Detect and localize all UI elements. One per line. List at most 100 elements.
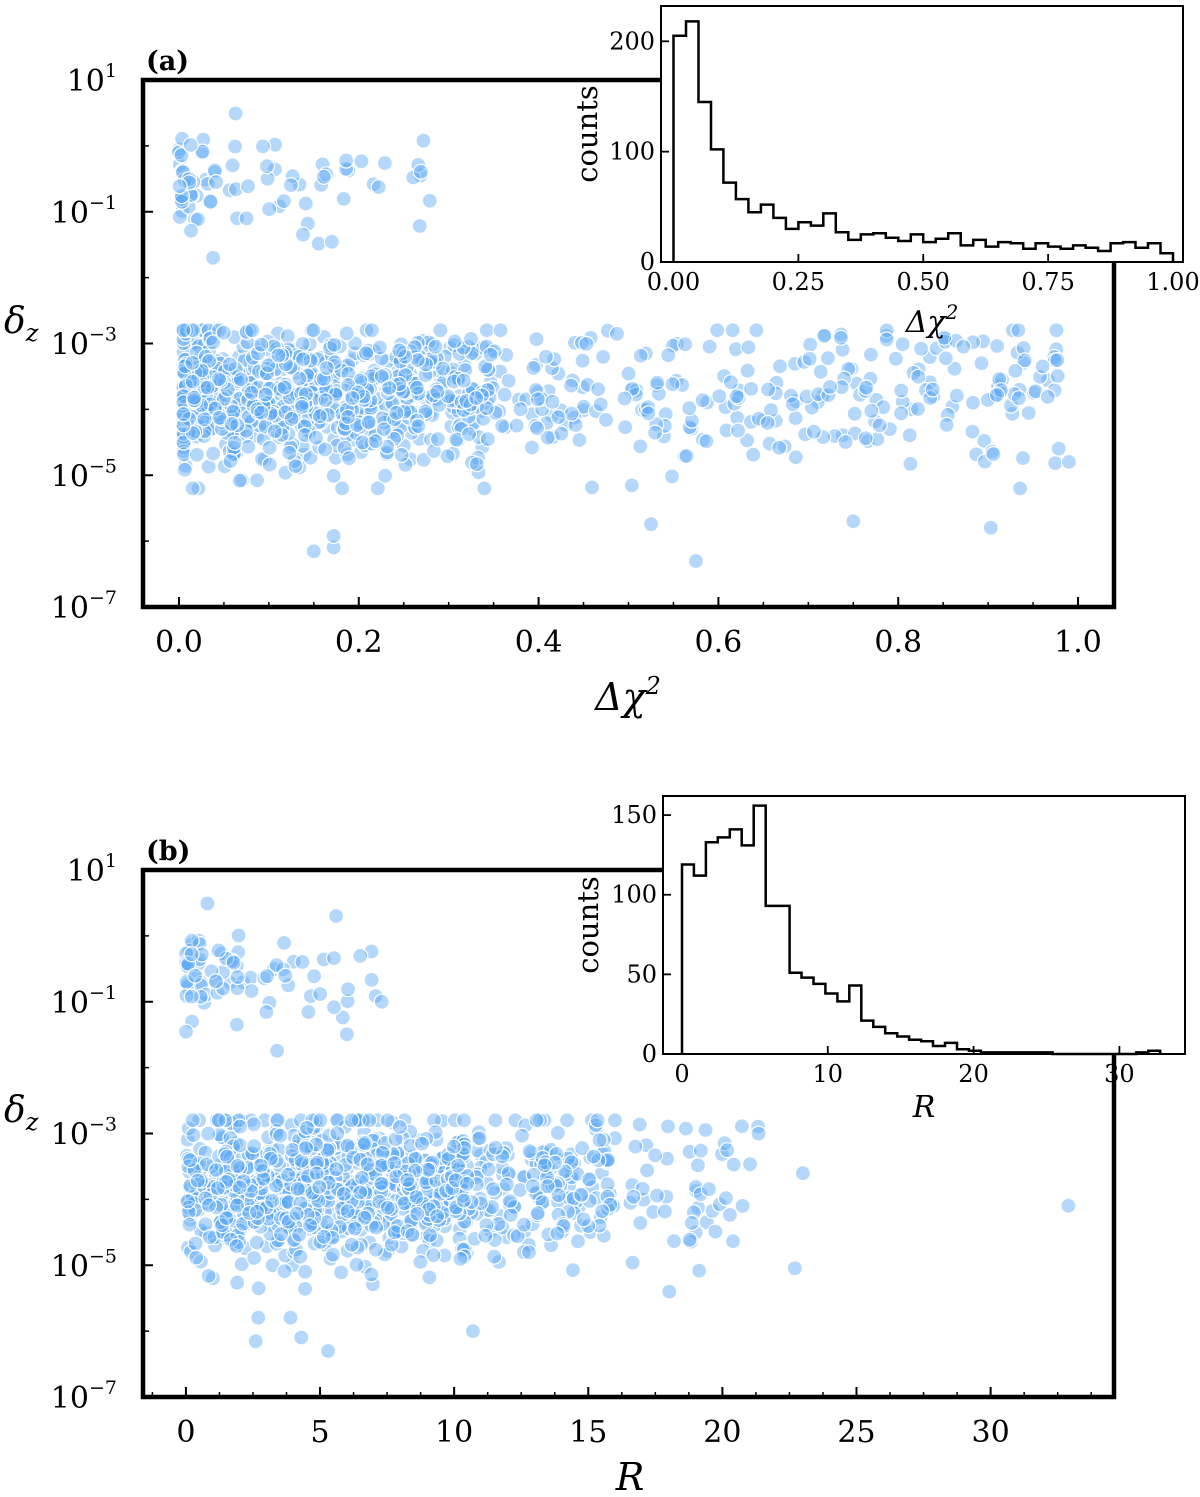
scatter-point [376,154,393,172]
scatter-point [391,1118,408,1136]
inset-x-tick-label: 20 [958,1060,989,1088]
x-tick-label: 30 [972,1415,1010,1450]
scatter-point [228,1237,245,1255]
scatter-point [439,448,456,465]
scatter-point [216,1145,234,1163]
scatter-point [446,1112,464,1129]
scatter-point [291,1226,308,1243]
scatter-point [727,341,744,358]
scatter-point [245,1116,262,1133]
scatter-point [308,1136,325,1153]
scatter-point [459,1175,476,1192]
panel-a-inset-background [661,6,1183,262]
scatter-point [485,1180,502,1198]
scatter-point [936,329,953,346]
scatter-point [175,335,192,352]
scatter-point [355,347,372,364]
scatter-point [357,437,374,454]
x-tick-label: 0 [176,1415,195,1450]
scatter-point [408,379,426,396]
scatter-point [240,178,257,195]
scatter-point [204,1270,222,1287]
panel-a-y-axis-title: δz [4,301,39,347]
scatter-point [1060,453,1078,470]
scatter-point [283,410,300,427]
scatter-point [805,423,823,440]
panel-b-inset-x-axis: 0 10 20 30 [674,1046,1135,1088]
scatter-point [544,393,561,410]
scatter-point [182,136,199,154]
scatter-point [569,1233,587,1250]
scatter-point [419,1161,437,1178]
scatter-point [910,368,927,385]
inset-x-tick-label: 1.00 [1146,268,1199,296]
scatter-point [521,1142,538,1160]
scatter-point [1048,322,1065,339]
scatter-point [464,1322,481,1340]
scatter-point [538,1168,556,1186]
scatter-point [215,324,232,341]
scatter-point [196,423,213,440]
scatter-point [247,1333,264,1350]
scatter-point [227,105,244,122]
scatter-point [238,323,255,341]
scatter-point [386,1154,403,1172]
scatter-point [887,350,904,367]
scatter-point [490,1215,507,1233]
scatter-point [253,404,270,421]
scatter-point [515,1216,533,1233]
scatter-point [375,421,392,438]
scatter-point [816,326,834,343]
scatter-point [259,170,276,187]
panel-b-inset-histogram: 0 10 20 30 0 50 100 150 R counts [571,795,1186,1125]
scatter-point [199,895,216,912]
scatter-point [255,1170,272,1187]
scatter-point [379,1199,396,1216]
scatter-point [207,973,225,990]
scatter-point [427,1123,444,1141]
scatter-point [274,347,291,364]
scatter-point [460,426,478,443]
scatter-point [794,1165,812,1182]
scatter-point [199,379,216,396]
scatter-point [219,1148,236,1165]
scatter-point [498,1176,515,1193]
scatter-point [217,1112,234,1129]
scatter-point [677,1120,695,1137]
scatter-point [701,338,718,355]
scatter-point [248,1203,266,1220]
scatter-point [677,336,694,353]
scatter-point [455,1192,472,1209]
scatter-point [815,429,832,446]
scatter-point [360,414,377,431]
scatter-point [363,322,380,339]
scatter-point [397,456,414,473]
scatter-point [471,1129,488,1147]
scatter-point [402,404,419,421]
scatter-point [408,1189,425,1206]
scatter-point [358,345,375,362]
scatter-point [869,431,886,448]
scatter-point [528,420,546,437]
scatter-point [964,394,982,411]
inset-x-tick-label: 30 [1104,1060,1135,1088]
scatter-point [979,391,997,408]
scatter-point [640,405,657,422]
scatter-point [623,477,640,494]
scatter-point [210,1112,227,1129]
scatter-point [329,1112,346,1129]
scatter-point [549,1124,567,1142]
scatter-point [562,377,580,394]
scatter-point [787,449,804,466]
scatter-point [739,362,756,379]
scatter-point [434,360,451,377]
scatter-point [955,338,972,355]
scatter-point [820,387,837,404]
scatter-point [335,190,352,207]
scatter-point [659,1118,677,1135]
scatter-point [585,1148,602,1165]
scatter-point [529,391,546,408]
scatter-point [367,433,384,450]
scatter-point [305,322,322,339]
panel-b-x-axis: 0 5 10 15 20 25 30 [151,1387,1092,1450]
